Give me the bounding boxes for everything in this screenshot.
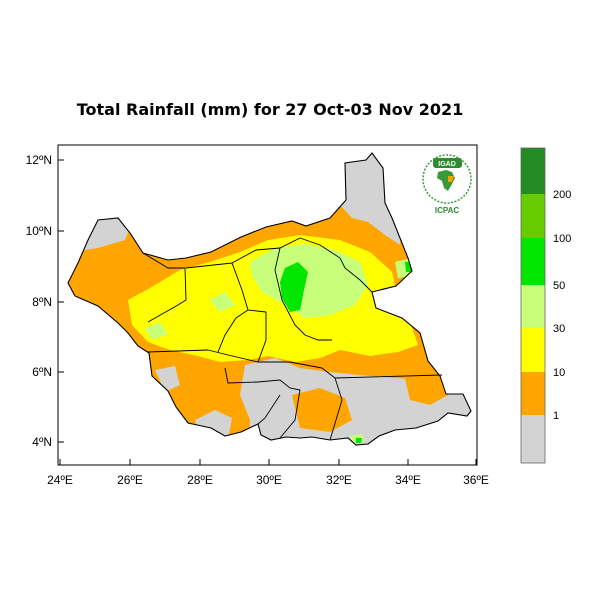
- state-boundary: [274, 247, 332, 341]
- lat-label: 4ºN: [32, 435, 52, 449]
- lon-label: 26ºE: [117, 473, 143, 487]
- lon-label: 30ºE: [256, 473, 282, 487]
- lon-label: 28ºE: [187, 473, 213, 487]
- state-boundaries: [142, 237, 443, 441]
- state-boundary: [224, 367, 259, 384]
- legend-bin: [521, 415, 545, 463]
- color-bar: 1 10 30 50 100 200: [520, 147, 571, 464]
- legend-label: 50: [553, 280, 565, 292]
- legend-label: 1: [553, 410, 559, 422]
- map-title: Total Rainfall (mm) for 27 Oct-03 Nov 20…: [76, 100, 464, 119]
- lat-axis: 12ºN 10ºN 8ºN 6ºN 4ºN: [26, 153, 64, 449]
- rain-zone-bright-green: [356, 438, 362, 443]
- rain-zone-light-green: [250, 244, 368, 318]
- state-boundary: [299, 237, 373, 293]
- state-boundary: [329, 377, 343, 441]
- legend-label: 200: [553, 189, 571, 201]
- color-bar-frame: [520, 147, 546, 464]
- lat-label: 8ºN: [32, 295, 52, 309]
- legend-bin: [521, 285, 545, 328]
- africa-map-icon: [437, 170, 455, 191]
- rain-zone-bright-green: [280, 262, 308, 312]
- igad-icpac-logo: IGAD ICPAC: [422, 154, 472, 215]
- state-boundary: [207, 349, 323, 369]
- state-boundary: [231, 237, 301, 264]
- lon-label: 24ºE: [47, 473, 73, 487]
- lon-axis: 24ºE 26ºE 28ºE 30ºE 32ºE 34ºE 36ºE: [47, 459, 489, 487]
- lat-label: 12ºN: [26, 153, 52, 167]
- legend-bin: [521, 328, 545, 372]
- legend-bin: [521, 194, 545, 238]
- horn-of-africa-icon: [448, 176, 454, 182]
- lat-label: 10ºN: [26, 224, 52, 238]
- state-boundary: [147, 349, 209, 353]
- rain-zone-none: [155, 366, 180, 392]
- lon-label: 36ºE: [463, 473, 489, 487]
- lat-label: 6ºN: [32, 365, 52, 379]
- legend-label: 100: [553, 233, 571, 245]
- state-boundary: [257, 312, 267, 363]
- rain-zone-light-green: [210, 292, 235, 312]
- legend-label: 10: [553, 367, 565, 379]
- state-boundary: [257, 394, 281, 425]
- logo-top-text: IGAD: [438, 161, 456, 168]
- rain-zone-low: [405, 378, 448, 405]
- state-boundary: [142, 252, 187, 323]
- lon-label: 32ºE: [326, 473, 352, 487]
- state-boundary: [185, 262, 267, 313]
- legend-label: 30: [553, 323, 565, 335]
- rain-zone-none: [330, 153, 400, 245]
- state-boundary: [257, 379, 301, 439]
- logo-banner: [433, 158, 462, 168]
- logo-bottom-text: ICPAC: [435, 206, 460, 215]
- lon-label: 34ºE: [395, 473, 421, 487]
- legend-bin: [521, 238, 545, 285]
- state-boundary: [217, 309, 249, 353]
- rain-zone-low: [292, 388, 352, 432]
- rain-zone-light-green: [145, 322, 168, 340]
- legend-bin: [521, 148, 545, 194]
- legend-bin: [521, 372, 545, 415]
